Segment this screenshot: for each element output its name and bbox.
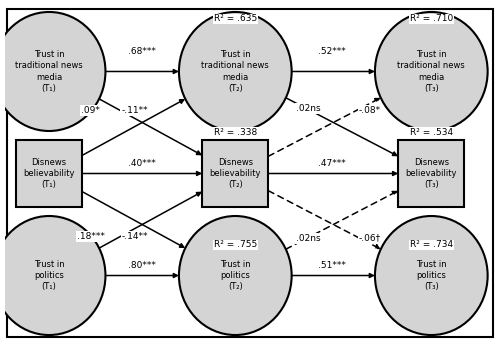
Text: Trust in
politics
(T₂): Trust in politics (T₂) (220, 260, 250, 291)
Text: .02ns: .02ns (296, 104, 321, 113)
Text: .02ns: .02ns (296, 234, 321, 243)
Text: R² = .755: R² = .755 (214, 240, 257, 249)
Text: Trust in
traditional news
media
(T₃): Trust in traditional news media (T₃) (398, 50, 465, 93)
Text: R² = .338: R² = .338 (214, 128, 257, 137)
Text: .51***: .51*** (318, 261, 346, 270)
FancyBboxPatch shape (202, 140, 268, 207)
Text: Disnews
believability
(T₂): Disnews believability (T₂) (210, 158, 261, 189)
Text: Trust in
politics
(T₃): Trust in politics (T₃) (416, 260, 446, 291)
Text: .47***: .47*** (318, 159, 346, 168)
Text: -.14**: -.14** (122, 232, 148, 241)
Text: .09*: .09* (82, 106, 100, 115)
Text: Trust in
politics
(T₁): Trust in politics (T₁) (34, 260, 64, 291)
FancyBboxPatch shape (398, 140, 464, 207)
Ellipse shape (375, 216, 488, 335)
Text: .80***: .80*** (128, 261, 156, 270)
Ellipse shape (0, 216, 106, 335)
Ellipse shape (179, 12, 292, 131)
Text: .18***: .18*** (77, 232, 104, 241)
FancyBboxPatch shape (16, 140, 82, 207)
Text: .52***: .52*** (318, 47, 346, 56)
Text: -.08*: -.08* (359, 106, 381, 115)
Text: Trust in
traditional news
media
(T₂): Trust in traditional news media (T₂) (202, 50, 269, 93)
Text: Trust in
traditional news
media
(T₁): Trust in traditional news media (T₁) (15, 50, 83, 93)
Text: .40***: .40*** (128, 159, 156, 168)
Text: -.06†: -.06† (359, 234, 381, 243)
Text: R² = .534: R² = .534 (410, 128, 453, 137)
Ellipse shape (179, 216, 292, 335)
Text: Disnews
believability
(T₃): Disnews believability (T₃) (406, 158, 457, 189)
Text: .68***: .68*** (128, 47, 156, 56)
Text: R² = .734: R² = .734 (410, 240, 453, 249)
Text: -.11**: -.11** (122, 106, 148, 115)
Ellipse shape (375, 12, 488, 131)
Text: R² = .635: R² = .635 (214, 14, 257, 23)
Ellipse shape (0, 12, 106, 131)
Text: R² = .710: R² = .710 (410, 14, 453, 23)
Text: Disnews
believability
(T₁): Disnews believability (T₁) (24, 158, 75, 189)
